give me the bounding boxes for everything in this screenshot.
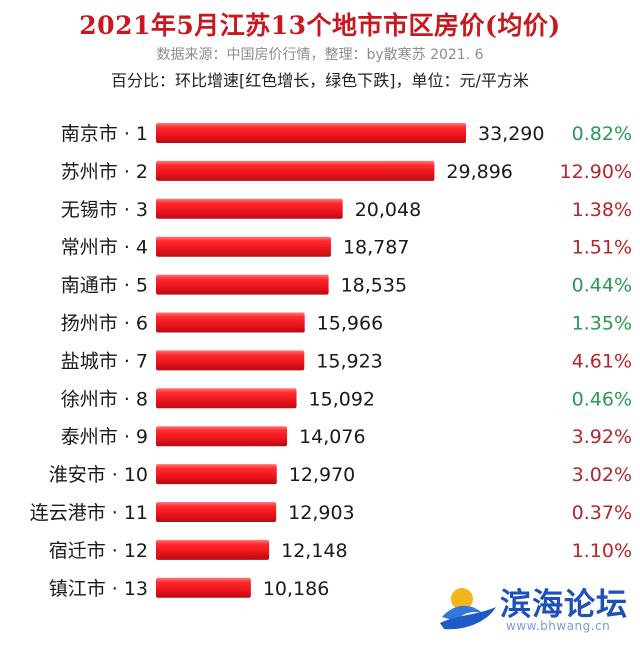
change-label: 0.46% (572, 388, 632, 410)
value-label: 29,896 (446, 161, 512, 183)
value-label: 15,923 (316, 350, 382, 372)
bar (156, 312, 305, 333)
category-label: 徐州市 · 8 (61, 388, 148, 410)
value-label: 15,092 (309, 388, 375, 410)
value-label: 10,186 (263, 578, 329, 600)
change-label: 1.38% (572, 199, 632, 221)
category-label: 南通市 · 5 (61, 275, 148, 297)
change-label: 1.51% (572, 237, 632, 259)
value-label: 33,290 (478, 123, 544, 145)
bar (156, 123, 466, 143)
change-label: 3.92% (572, 426, 632, 448)
wave-logo-icon (440, 588, 496, 630)
watermark-name: 滨海论坛 (500, 587, 628, 623)
value-label: 15,966 (317, 313, 383, 335)
percent-legend-note: 百分比：环比增速[红色增长，绿色下跌]，单位：元/平方米 (111, 71, 529, 90)
change-label: 1.35% (572, 313, 632, 335)
category-label: 淮安市 · 10 (49, 464, 148, 486)
change-label: 3.02% (572, 464, 632, 486)
category-label: 连云港市 · 11 (30, 502, 148, 524)
bar (156, 426, 288, 447)
change-label: 0.82% (572, 123, 632, 145)
chart-title: 2021年5月江苏13个地市市区房价(均价) (79, 11, 561, 40)
bar (156, 274, 329, 295)
category-label: 南京市 · 1 (61, 123, 148, 145)
change-label: 12.90% (560, 161, 632, 183)
change-label: 0.37% (572, 502, 632, 524)
bar (156, 577, 251, 598)
bar (156, 236, 331, 257)
value-label: 20,048 (355, 199, 421, 221)
bar (156, 464, 277, 485)
value-label: 12,148 (281, 540, 347, 562)
category-label: 苏州市 · 2 (61, 161, 148, 183)
bar (156, 539, 270, 560)
category-label: 扬州市 · 6 (61, 313, 148, 335)
category-label: 镇江市 · 13 (49, 578, 148, 600)
watermark-url: www.bhwang.cn (506, 619, 611, 633)
change-label: 4.61% (572, 350, 632, 372)
category-label: 常州市 · 4 (61, 237, 148, 259)
bar (156, 388, 297, 409)
category-label: 宿迁市 · 12 (49, 540, 148, 562)
change-label: 1.10% (572, 540, 632, 562)
change-label: 0.44% (572, 275, 632, 297)
watermark: 滨海论坛 www.bhwang.cn (436, 575, 640, 641)
category-label: 泰州市 · 9 (61, 426, 148, 448)
value-label: 14,076 (299, 426, 365, 448)
value-label: 18,535 (341, 275, 407, 297)
value-label: 12,903 (288, 502, 354, 524)
bar (156, 160, 435, 181)
category-label: 盐城市 · 7 (61, 350, 148, 372)
bar (156, 502, 277, 522)
data-source-note: 数据来源：中国房价行情，整理：by散寒苏 2021. 6 (156, 47, 484, 63)
bar (156, 350, 305, 371)
bar (156, 198, 343, 219)
value-label: 12,970 (289, 464, 355, 486)
value-label: 18,787 (343, 237, 409, 259)
category-label: 无锡市 · 3 (61, 199, 148, 221)
